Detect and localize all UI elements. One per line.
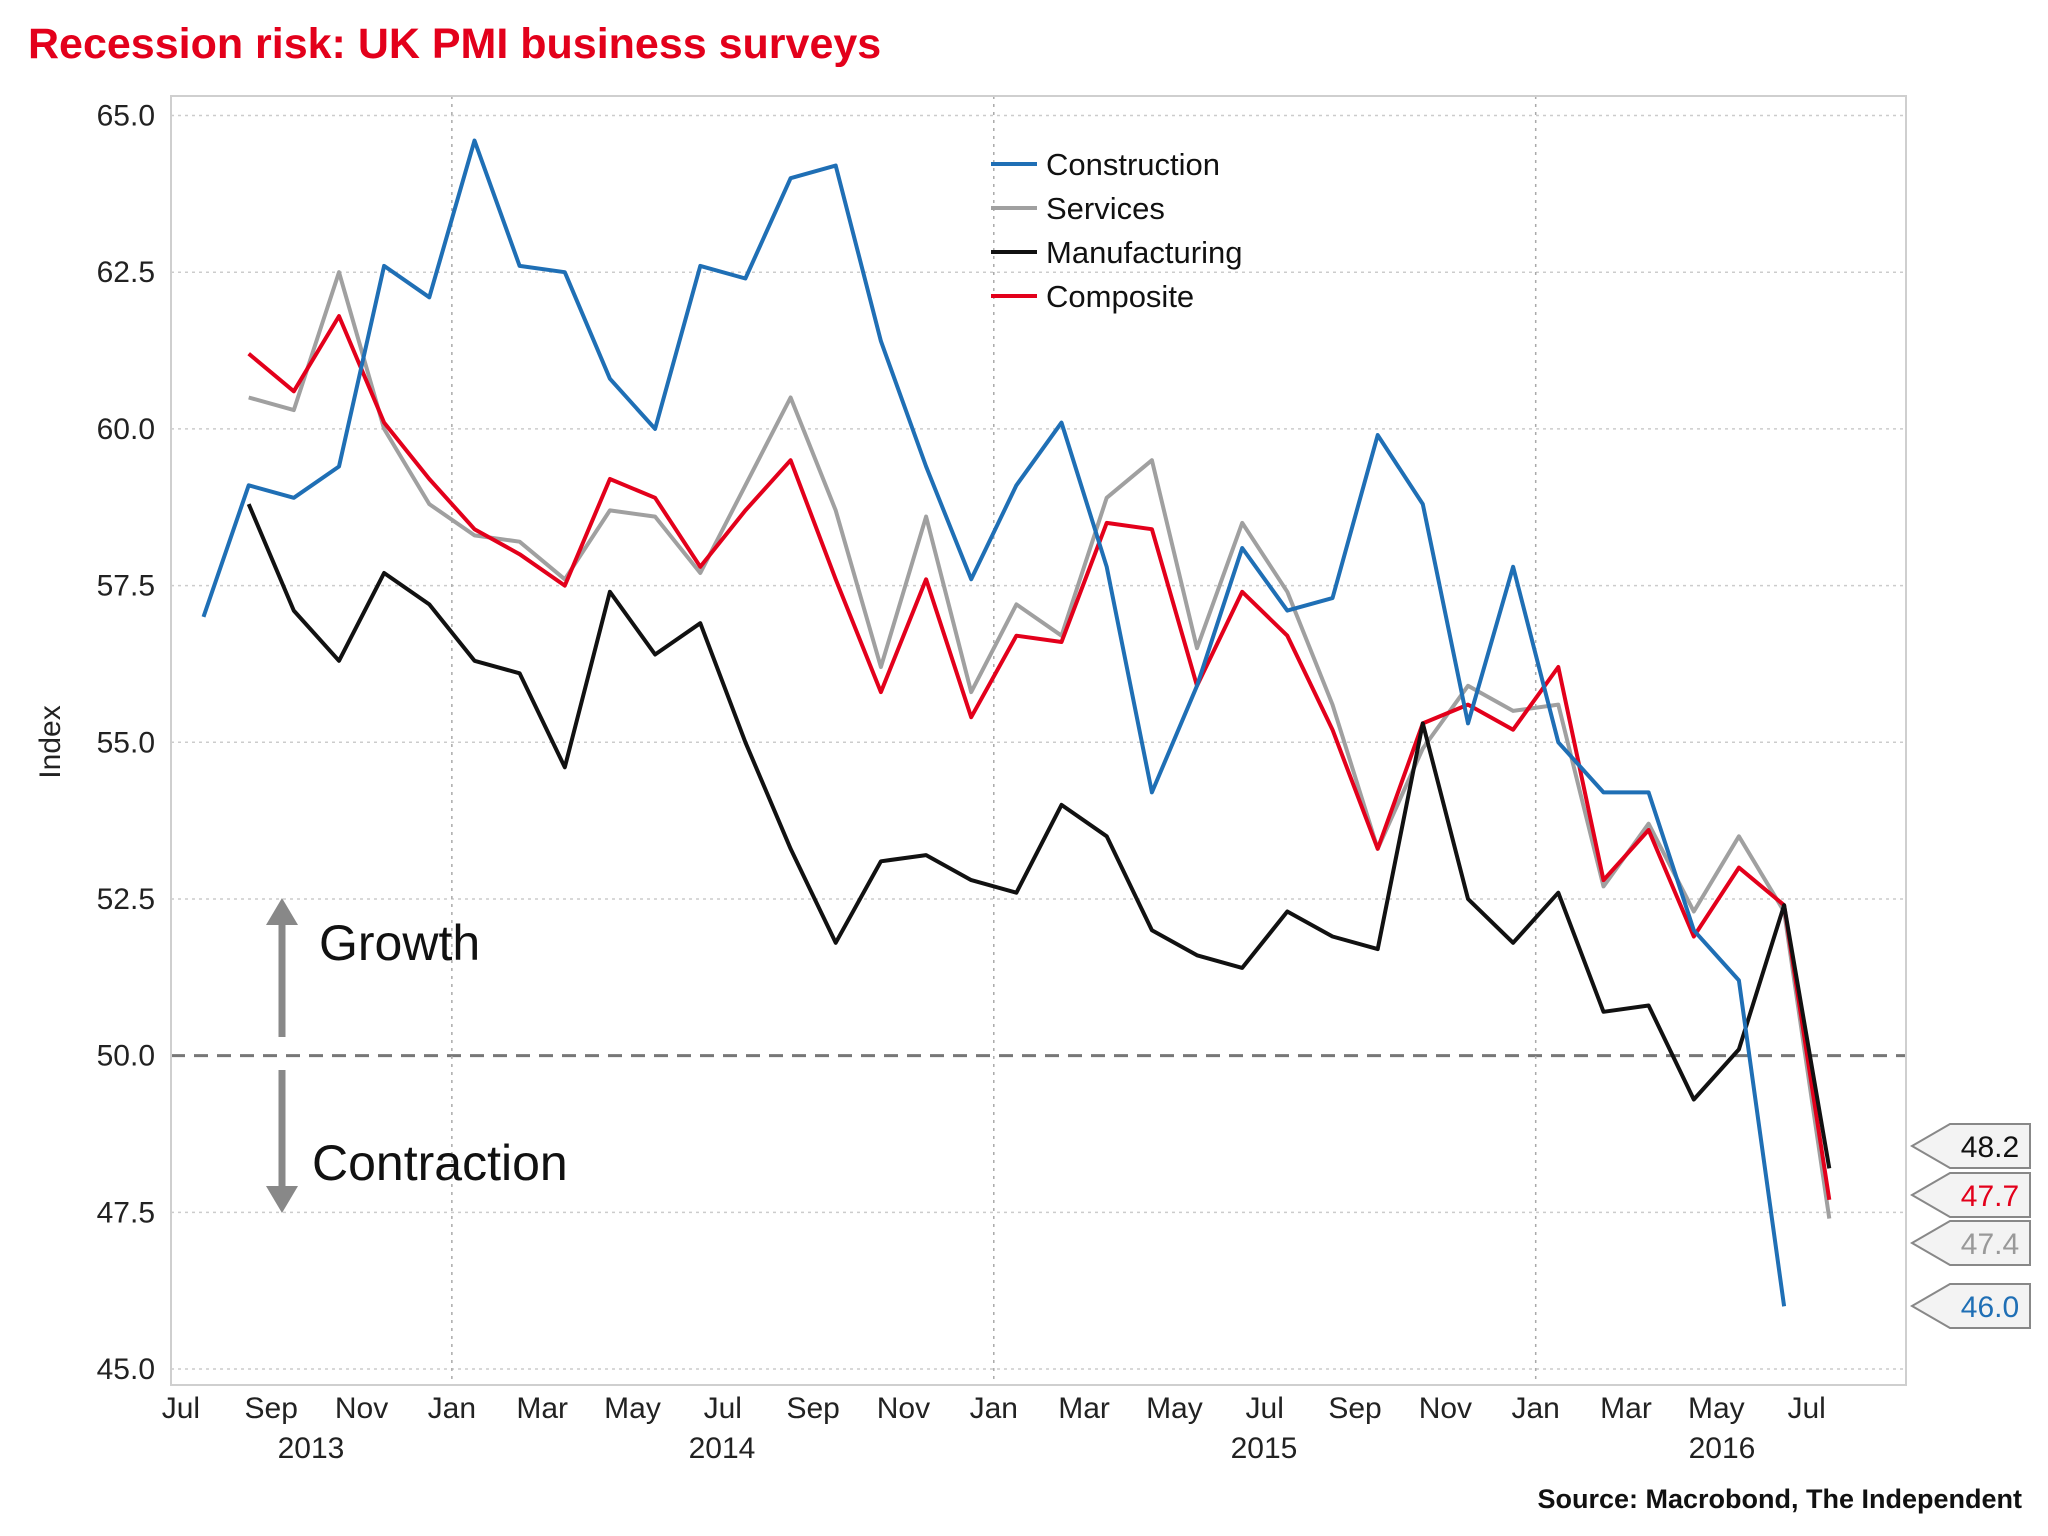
y-tick-label: 65.0 bbox=[97, 100, 155, 133]
end-label-box bbox=[1910, 1172, 2031, 1218]
x-year-label: 2015 bbox=[1231, 1432, 1298, 1465]
growth-contraction-annotation: Growth Contraction bbox=[266, 898, 568, 1213]
y-tick-label: 47.5 bbox=[97, 1196, 155, 1229]
end-label-box bbox=[1910, 1123, 2031, 1169]
up-arrow-icon bbox=[266, 898, 298, 1037]
x-year-label: 2016 bbox=[1689, 1432, 1756, 1465]
y-axis: 45.0 47.5 50.0 52.5 55.0 57.5 60.0 62.5 65.0 bbox=[97, 100, 155, 1387]
y-tick-label: 57.5 bbox=[97, 570, 155, 603]
x-year-label: 2014 bbox=[689, 1432, 756, 1465]
x-tick-label: Mar bbox=[516, 1392, 568, 1425]
legend-label-composite: Composite bbox=[1046, 279, 1194, 314]
end-label-manufacturing: 48.2 bbox=[1910, 1123, 2031, 1169]
source-note: Source: Macrobond, The Independent bbox=[1537, 1484, 2022, 1514]
x-tick-label: Sep bbox=[245, 1392, 298, 1425]
legend-label-services: Services bbox=[1046, 191, 1165, 226]
end-label-services: 47.4 bbox=[1910, 1220, 2031, 1266]
x-tick-label: Sep bbox=[1328, 1392, 1381, 1425]
series-lines bbox=[201, 138, 1832, 1307]
end-value-labels: 46.0 47.4 48.2 47.7 bbox=[1910, 1123, 2031, 1329]
x-tick-label: Mar bbox=[1600, 1392, 1652, 1425]
legend-label-manufacturing: Manufacturing bbox=[1046, 235, 1242, 270]
end-label-value: 47.4 bbox=[1961, 1228, 2019, 1261]
x-axis: Jul Sep Nov Jan Mar May Jul Sep Nov Jan Mar May Jul S… bbox=[162, 1392, 1826, 1465]
legend: Construction Services Manufacturing Composi… bbox=[991, 147, 1242, 314]
series-line-services bbox=[248, 270, 1832, 1219]
x-tick-label: May bbox=[1688, 1392, 1745, 1425]
down-arrow-icon bbox=[266, 1070, 298, 1213]
x-tick-label: Jul bbox=[704, 1392, 742, 1425]
x-tick-label: May bbox=[1146, 1392, 1203, 1425]
y-tick-label: 60.0 bbox=[97, 413, 155, 446]
x-tick-label: Jan bbox=[1512, 1392, 1560, 1425]
y-tick-label: 52.5 bbox=[97, 883, 155, 916]
end-label-box bbox=[1910, 1283, 2031, 1329]
series-line-construction bbox=[201, 138, 1787, 1307]
chart-title: Recession risk: UK PMI business surveys bbox=[28, 20, 881, 68]
end-label-value: 47.7 bbox=[1961, 1180, 2019, 1213]
contraction-label: Contraction bbox=[312, 1135, 568, 1191]
end-label-box bbox=[1910, 1220, 2031, 1266]
end-label-value: 46.0 bbox=[1961, 1291, 2019, 1324]
x-tick-label: Jul bbox=[162, 1392, 200, 1425]
y-tick-label: 55.0 bbox=[97, 726, 155, 759]
x-tick-label: Jan bbox=[428, 1392, 476, 1425]
y-tick-label: 50.0 bbox=[97, 1040, 155, 1073]
x-tick-label: Jan bbox=[970, 1392, 1018, 1425]
x-tick-label: Nov bbox=[877, 1392, 930, 1425]
series-line-manufacturing bbox=[246, 503, 1832, 1169]
y-tick-label: 45.0 bbox=[97, 1353, 155, 1386]
series-line-composite bbox=[247, 314, 1832, 1201]
end-label-composite: 47.7 bbox=[1910, 1172, 2031, 1218]
grid bbox=[171, 96, 1906, 1385]
end-label-construction: 46.0 bbox=[1910, 1283, 2031, 1329]
x-year-label: 2013 bbox=[278, 1432, 345, 1465]
x-tick-label: May bbox=[604, 1392, 661, 1425]
growth-label: Growth bbox=[319, 915, 480, 971]
x-tick-label: Sep bbox=[786, 1392, 839, 1425]
y-axis-label: Index bbox=[34, 705, 67, 778]
x-tick-label: Nov bbox=[335, 1392, 388, 1425]
y-tick-label: 62.5 bbox=[97, 256, 155, 289]
x-tick-label: Jul bbox=[1787, 1392, 1825, 1425]
plot-frame bbox=[170, 95, 1907, 1386]
legend-label-construction: Construction bbox=[1046, 147, 1220, 182]
end-label-value: 48.2 bbox=[1961, 1131, 2019, 1164]
x-tick-label: Nov bbox=[1419, 1392, 1472, 1425]
x-tick-label: Jul bbox=[1246, 1392, 1284, 1425]
x-tick-label: Mar bbox=[1058, 1392, 1110, 1425]
